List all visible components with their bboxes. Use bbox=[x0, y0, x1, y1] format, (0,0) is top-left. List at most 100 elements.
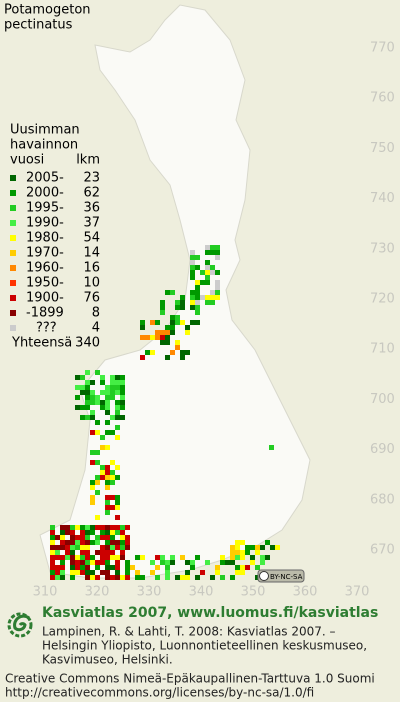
observation-square bbox=[90, 485, 95, 490]
observation-square bbox=[250, 545, 255, 550]
observation-square bbox=[185, 325, 190, 330]
legend-swatch bbox=[10, 295, 16, 301]
observation-square bbox=[260, 555, 265, 560]
observation-square bbox=[55, 575, 60, 580]
observation-square bbox=[90, 400, 95, 405]
observation-square bbox=[175, 315, 180, 320]
legend-heading: lkm bbox=[76, 153, 100, 168]
observation-square bbox=[235, 555, 240, 560]
observation-square bbox=[105, 510, 110, 515]
observation-square bbox=[75, 565, 80, 570]
observation-square bbox=[185, 570, 190, 575]
observation-square bbox=[190, 290, 195, 295]
observation-square bbox=[200, 570, 205, 575]
observation-square bbox=[190, 270, 195, 275]
observation-square bbox=[135, 570, 140, 575]
observation-square bbox=[115, 385, 120, 390]
observation-square bbox=[115, 505, 120, 510]
observation-square bbox=[125, 535, 130, 540]
observation-square bbox=[90, 395, 95, 400]
observation-square bbox=[105, 390, 110, 395]
observation-square bbox=[75, 570, 80, 575]
observation-square bbox=[105, 430, 110, 435]
observation-square bbox=[195, 575, 200, 580]
observation-square bbox=[100, 435, 105, 440]
observation-square bbox=[160, 300, 165, 305]
observation-square bbox=[55, 535, 60, 540]
observation-square bbox=[120, 575, 125, 580]
observation-square bbox=[100, 465, 105, 470]
legend-label: 1970- bbox=[26, 246, 64, 261]
observation-square bbox=[50, 560, 55, 565]
observation-square bbox=[115, 390, 120, 395]
observation-square bbox=[125, 525, 130, 530]
observation-square bbox=[125, 575, 130, 580]
observation-square bbox=[85, 380, 90, 385]
observation-square bbox=[210, 245, 215, 250]
observation-square bbox=[105, 525, 110, 530]
observation-square bbox=[160, 560, 165, 565]
legend-count: 76 bbox=[83, 291, 100, 306]
observation-square bbox=[95, 420, 100, 425]
observation-square bbox=[200, 270, 205, 275]
legend-count: 62 bbox=[83, 186, 100, 201]
observation-square bbox=[235, 565, 240, 570]
legend-swatch bbox=[10, 205, 16, 211]
observation-square bbox=[140, 355, 145, 360]
observation-square bbox=[70, 530, 75, 535]
legend-count: 10 bbox=[83, 276, 100, 291]
observation-square bbox=[110, 380, 115, 385]
north-label: 770 bbox=[370, 41, 395, 56]
legend-count: 37 bbox=[83, 216, 100, 231]
observation-square bbox=[205, 250, 210, 255]
legend-swatch bbox=[10, 220, 16, 226]
observation-square bbox=[85, 390, 90, 395]
observation-square bbox=[220, 555, 225, 560]
site-title: Kasviatlas 2007, www.luomus.fi/kasviatla… bbox=[42, 605, 378, 621]
observation-square bbox=[125, 545, 130, 550]
observation-square bbox=[120, 535, 125, 540]
observation-square bbox=[55, 545, 60, 550]
observation-square bbox=[205, 245, 210, 250]
observation-square bbox=[115, 435, 120, 440]
observation-square bbox=[95, 400, 100, 405]
legend-total-label: Yhteensä bbox=[11, 336, 72, 351]
observation-square bbox=[80, 545, 85, 550]
title: pectinatus bbox=[4, 18, 73, 33]
observation-square bbox=[165, 575, 170, 580]
license: http://creativecommons.org/licenses/by-n… bbox=[5, 686, 314, 700]
legend-swatch bbox=[10, 175, 16, 181]
observation-square bbox=[110, 565, 115, 570]
observation-square bbox=[150, 350, 155, 355]
north-label: 720 bbox=[370, 292, 395, 307]
observation-square bbox=[210, 575, 215, 580]
observation-square bbox=[190, 300, 195, 305]
observation-square bbox=[110, 525, 115, 530]
observation-square bbox=[120, 400, 125, 405]
observation-square bbox=[180, 320, 185, 325]
legend-count: 54 bbox=[83, 231, 100, 246]
observation-square bbox=[105, 570, 110, 575]
legend-swatch bbox=[10, 265, 16, 271]
observation-square bbox=[120, 385, 125, 390]
observation-square bbox=[215, 270, 220, 275]
citation: Lampinen, R. & Lahti, T. 2008: Kasviatla… bbox=[42, 625, 336, 639]
observation-square bbox=[170, 320, 175, 325]
observation-square bbox=[105, 475, 110, 480]
observation-square bbox=[65, 555, 70, 560]
observation-square bbox=[90, 390, 95, 395]
north-label: 690 bbox=[370, 442, 395, 457]
observation-square bbox=[190, 275, 195, 280]
legend-label: 1960- bbox=[26, 261, 64, 276]
observation-square bbox=[135, 555, 140, 560]
observation-square bbox=[85, 530, 90, 535]
observation-square bbox=[195, 305, 200, 310]
observation-square bbox=[75, 375, 80, 380]
observation-square bbox=[90, 415, 95, 420]
observation-square bbox=[270, 545, 275, 550]
observation-square bbox=[95, 540, 100, 545]
observation-square bbox=[250, 555, 255, 560]
legend-swatch bbox=[10, 325, 16, 331]
observation-square bbox=[110, 375, 115, 380]
observation-squares bbox=[50, 245, 280, 580]
